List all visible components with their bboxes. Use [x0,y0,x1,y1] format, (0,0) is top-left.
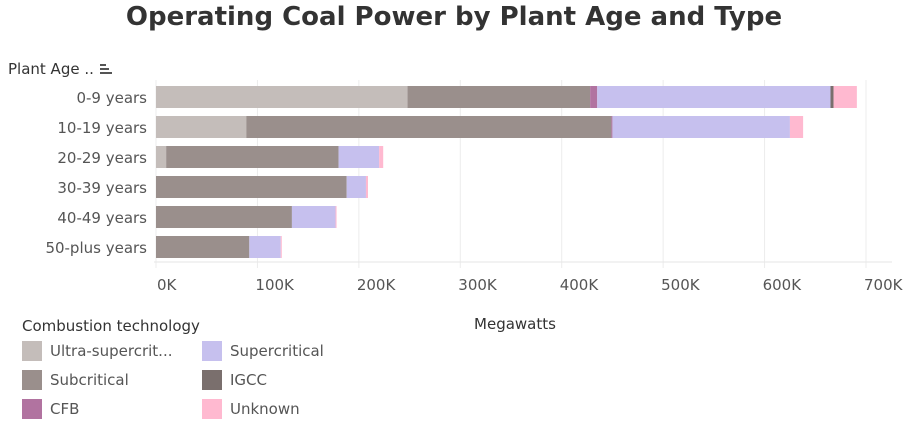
y-axis-label: Plant Age .. [8,60,94,78]
bar-segment-ultra-supercritical[interactable] [156,86,408,108]
x-tick-label: 600K [763,276,803,294]
x-tick-label: 400K [560,276,600,294]
legend-swatch [202,399,222,419]
legend-label: Supercritical [230,342,324,360]
bar-segment-subcritical[interactable] [246,116,612,138]
legend-label: Unknown [230,400,300,418]
legend-title: Combustion technology [22,317,200,335]
bar-segment-unknown[interactable] [335,206,337,228]
bar-segment-subcritical[interactable] [407,86,591,108]
legend-item-subcritical[interactable]: Subcritical [22,370,202,390]
category-label: 30-39 years [57,179,147,197]
legend-swatch [202,341,222,361]
bar-segment-unknown[interactable] [379,146,384,168]
bar-segment-igcc[interactable] [830,86,834,108]
bar-segment-supercritical[interactable] [597,86,831,108]
bar-segment-subcritical[interactable] [156,206,292,228]
bar-chart: 0-9 years 10-19 years 20-29 years 30-39 yea… [45,80,904,294]
legend-label: Ultra-supercrit... [50,342,173,360]
x-tick-label: 0K [157,276,178,294]
category-label: 40-49 years [57,209,147,227]
legend-swatch [22,370,42,390]
category-label: 50-plus years [45,239,147,257]
x-tick-label: 500K [661,276,701,294]
x-tick-label: 200K [357,276,397,294]
bar-segment-subcritical[interactable] [156,236,250,258]
category-label: 20-29 years [57,149,147,167]
legend-item-unknown[interactable]: Unknown [202,399,362,419]
bar-segment-subcritical[interactable] [166,146,339,168]
x-axis-label: Megawatts [474,315,556,333]
category-label: 10-19 years [57,119,147,137]
legend-item-cfb[interactable]: CFB [22,399,202,419]
legend-label: IGCC [230,371,267,389]
bar-segment-supercritical[interactable] [612,116,790,138]
bar-segment-supercritical[interactable] [249,236,281,258]
bar-segment-unknown[interactable] [833,86,857,108]
bar-segment-unknown[interactable] [365,176,368,198]
legend-item-igcc[interactable]: IGCC [202,370,362,390]
bar-segment-unknown[interactable] [280,236,282,258]
bar-segment-unknown[interactable] [789,116,804,138]
chart-title: Operating Coal Power by Plant Age and Ty… [125,2,783,32]
x-tick-label: 300K [458,276,498,294]
bar-segment-supercritical[interactable] [346,176,366,198]
legend-swatch [22,399,42,419]
bar-segment-cfb[interactable] [590,86,598,108]
x-tick-label: 700K [864,276,904,294]
sort-descending-icon[interactable] [99,63,112,75]
bar-segment-ultra-supercritical[interactable] [156,116,247,138]
legend-item-supercritical[interactable]: Supercritical [202,341,362,361]
legend-label: Subcritical [50,371,129,389]
bar-segment-supercritical[interactable] [291,206,336,228]
bar-segment-subcritical[interactable] [156,176,347,198]
x-tick-label: 100K [255,276,295,294]
legend-item-ultra-supercritical[interactable]: Ultra-supercrit... [22,341,202,361]
bar-segment-supercritical[interactable] [338,146,380,168]
y-axis-header[interactable]: Plant Age .. [8,60,112,78]
category-label: 0-9 years [76,89,147,107]
legend-label: CFB [50,400,80,418]
legend-swatch [22,341,42,361]
legend-swatch [202,370,222,390]
legend: Combustion technology Ultra-supercrit...… [22,317,362,419]
bar-segment-ultra-supercritical[interactable] [156,146,167,168]
bar-segment-cfb[interactable] [611,116,613,138]
